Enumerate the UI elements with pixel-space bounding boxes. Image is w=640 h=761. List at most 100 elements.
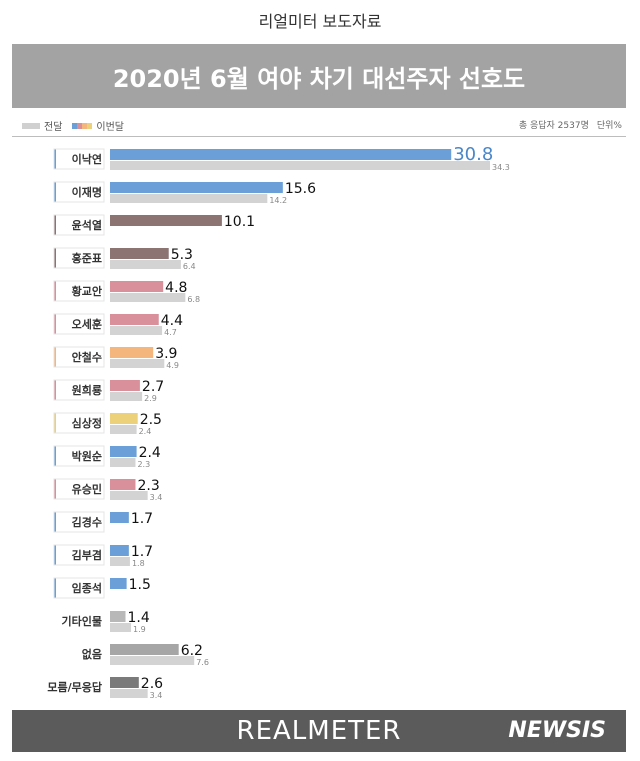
bar-current [110, 347, 154, 358]
value-label-current: 2.5 [140, 412, 162, 428]
category-box [53, 181, 105, 203]
value-label-current: 4.8 [165, 280, 187, 296]
chart-title-bar: 2020년 6월 여야 차기 대선주자 선호도 [12, 44, 626, 108]
legend-prev-label: 전달 [44, 122, 63, 133]
bar-previous [110, 458, 136, 467]
bar-current [110, 413, 138, 424]
bar-previous [110, 689, 148, 698]
value-label-previous: 4.7 [164, 328, 177, 337]
category-label: 박원순 [72, 449, 102, 463]
value-label-current: 30.8 [453, 144, 493, 165]
value-label-previous: 2.9 [144, 394, 157, 403]
bar-previous [110, 194, 268, 203]
value-label-current: 2.4 [139, 445, 161, 461]
bar-current [110, 677, 139, 688]
bar-previous [110, 260, 181, 269]
category-box [53, 346, 105, 368]
bar-current [110, 248, 169, 259]
category-label: 유승민 [72, 482, 102, 496]
value-label-current: 1.7 [131, 544, 153, 560]
category-marker [54, 149, 56, 169]
value-label-current: 6.2 [181, 643, 203, 659]
bar-current [110, 644, 179, 655]
divider [12, 136, 626, 137]
bar-current [110, 545, 129, 556]
brand-logo: REALMETER [236, 716, 402, 746]
bar-current [110, 215, 222, 226]
bar-current [110, 479, 136, 490]
legend-curr-swatch [72, 122, 93, 129]
category-label: 윤석열 [72, 218, 102, 232]
bar-previous [110, 491, 148, 500]
value-label-current: 15.6 [285, 181, 316, 197]
category-marker [54, 479, 56, 499]
bar-previous [110, 656, 195, 665]
category-label: 안철수 [72, 350, 102, 364]
bar-current [110, 281, 164, 292]
category-box [53, 280, 105, 302]
category-box [53, 247, 105, 269]
top-label: 리얼미터 보도자료 [258, 12, 382, 31]
value-label-current: 1.5 [129, 577, 151, 593]
category-label: 모름/무응답 [47, 680, 102, 694]
footer-bar: REALMETER NEWSIS [12, 710, 626, 752]
bar-previous [110, 425, 137, 434]
category-box [53, 379, 105, 401]
bar-current [110, 149, 452, 160]
category-box [53, 313, 105, 335]
value-label-previous: 6.8 [187, 295, 200, 304]
bar-current [110, 578, 127, 589]
bar-previous [110, 359, 165, 368]
category-label: 김경수 [72, 515, 102, 529]
category-label: 임종석 [72, 581, 102, 595]
category-marker [54, 380, 56, 400]
category-label: 원희룡 [72, 383, 102, 397]
respondent-count: 총 응답자 2537명 [518, 121, 589, 131]
category-marker [54, 413, 56, 433]
value-label-previous: 2.3 [137, 460, 150, 469]
unit-label: 단위% [596, 121, 622, 131]
category-marker [54, 182, 56, 202]
category-marker [54, 281, 56, 301]
value-label-current: 1.4 [128, 610, 150, 626]
category-box [53, 478, 105, 500]
category-marker [54, 512, 56, 532]
value-label-current: 2.7 [142, 379, 164, 395]
category-box [53, 412, 105, 434]
chart-title: 2020년 6월 여야 차기 대선주자 선호도 [112, 64, 526, 93]
value-label-previous: 1.8 [132, 559, 145, 568]
category-label: 오세훈 [72, 317, 102, 331]
value-label-previous: 34.3 [492, 163, 510, 172]
bar-current [110, 380, 140, 391]
value-label-previous: 14.2 [269, 196, 287, 205]
value-label-current: 4.4 [161, 313, 183, 329]
bar-previous [110, 392, 143, 401]
category-box [53, 445, 105, 467]
category-box [53, 214, 105, 236]
bar-current [110, 611, 126, 622]
category-label: 기타인물 [62, 614, 102, 628]
category-label: 심상정 [72, 416, 102, 430]
value-label-current: 5.3 [171, 247, 193, 263]
legend: 전달 이번달 [22, 118, 124, 133]
bar-previous [110, 557, 130, 566]
category-box [53, 148, 105, 170]
value-label-current: 1.7 [131, 511, 153, 527]
category-marker [54, 248, 56, 268]
category-label: 홍준표 [72, 251, 102, 265]
bar-current [110, 512, 129, 523]
bar-previous [110, 161, 490, 170]
bar-previous [110, 623, 132, 632]
bar-current [110, 314, 159, 325]
value-label-current: 2.3 [137, 478, 159, 494]
category-label: 이낙연 [72, 152, 102, 166]
category-box [53, 544, 105, 566]
bar-chart: 이낙연 30.834.3 이재명 15.614.2 윤석열 10.1 홍준표 5.36.4 황교… [47, 144, 510, 700]
category-label: 황교안 [72, 284, 102, 298]
value-label-previous: 3.4 [150, 493, 163, 502]
category-box [53, 577, 105, 599]
category-marker [54, 545, 56, 565]
category-marker [54, 314, 56, 334]
category-marker [54, 215, 56, 235]
category-marker [54, 446, 56, 466]
